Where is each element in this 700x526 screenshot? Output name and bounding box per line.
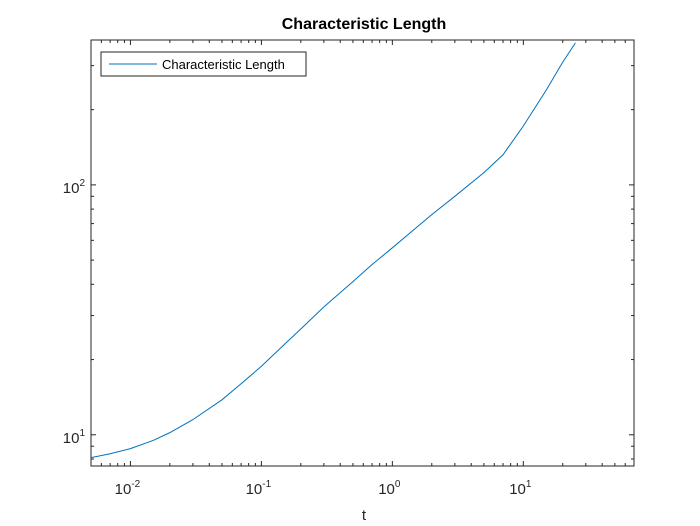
x-tick-label: 10-2 xyxy=(115,479,141,498)
series-line-0 xyxy=(91,42,576,459)
chart-title: Characteristic Length xyxy=(282,16,446,33)
legend-entry-label: Characteristic Length xyxy=(162,57,285,72)
series-layer xyxy=(91,42,576,459)
plot-area xyxy=(90,39,635,467)
x-tick-labels: 10-2 10-1 100 101 xyxy=(115,479,532,498)
x-tick-label: 100 xyxy=(378,479,401,498)
x-tick-label: 101 xyxy=(509,479,532,498)
axis-ticks xyxy=(90,40,635,466)
y-tick-labels: 101 102 xyxy=(63,178,86,447)
legend: Characteristic Length xyxy=(100,51,307,77)
x-tick-label: 10-1 xyxy=(246,479,272,498)
x-axis-label: t xyxy=(362,507,367,524)
y-tick-label: 102 xyxy=(63,178,86,197)
y-tick-label: 101 xyxy=(63,428,86,447)
